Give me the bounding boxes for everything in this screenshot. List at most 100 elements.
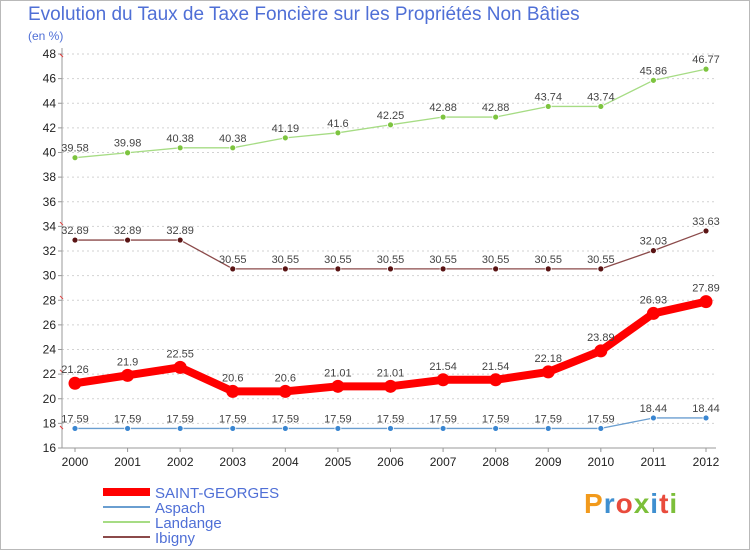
legend-label: Ibigny xyxy=(155,530,196,547)
data-label: 17.59 xyxy=(429,413,457,425)
data-point xyxy=(334,129,342,137)
data-label: 45.86 xyxy=(640,65,668,77)
data-label: 17.59 xyxy=(61,413,89,425)
data-point xyxy=(387,425,394,432)
data-label: 21.54 xyxy=(429,361,457,373)
axis-break-mark xyxy=(59,369,64,374)
data-label: 42.25 xyxy=(377,110,405,122)
x-tick-label: 2001 xyxy=(114,455,141,469)
data-point xyxy=(387,121,394,129)
y-tick-label: 38 xyxy=(43,170,57,184)
axis-break-mark xyxy=(59,221,64,226)
data-label: 32.89 xyxy=(61,225,89,237)
data-label: 30.55 xyxy=(377,254,405,266)
logo-letter: x xyxy=(633,488,651,519)
logo-letter: i xyxy=(669,488,679,519)
data-point xyxy=(544,425,552,432)
data-label: 17.59 xyxy=(482,413,510,425)
data-label: 21.54 xyxy=(482,361,510,373)
data-point xyxy=(650,414,657,422)
data-point xyxy=(594,344,608,358)
data-point xyxy=(436,373,450,387)
data-point xyxy=(439,113,447,121)
data-label: 33.63 xyxy=(692,216,720,228)
data-label: 40.38 xyxy=(166,133,194,145)
data-label: 26.93 xyxy=(640,294,668,306)
data-point xyxy=(439,425,447,432)
y-tick-label: 18 xyxy=(43,416,57,430)
x-tick-label: 2003 xyxy=(219,455,246,469)
data-label: 21.01 xyxy=(324,367,352,379)
x-tick-label: 2010 xyxy=(587,455,614,469)
y-tick-label: 30 xyxy=(43,269,57,283)
data-point xyxy=(71,236,79,244)
legend-label: Landange xyxy=(155,515,222,532)
data-label: 21.26 xyxy=(61,364,89,376)
x-tick-label: 2000 xyxy=(62,455,89,469)
axis-break-mark xyxy=(59,295,64,300)
data-point xyxy=(702,227,710,235)
data-label: 18.44 xyxy=(692,403,720,415)
data-label: 32.89 xyxy=(114,225,142,237)
data-label: 17.59 xyxy=(324,413,352,425)
data-label: 17.59 xyxy=(534,413,562,425)
chart-unit-label: (en %) xyxy=(28,29,64,43)
data-label: 21.01 xyxy=(377,367,405,379)
data-label: 17.59 xyxy=(272,413,300,425)
axis-break-mark xyxy=(59,53,64,58)
logo-letter: i xyxy=(650,488,660,519)
y-tick-label: 22 xyxy=(43,367,57,381)
data-point xyxy=(281,134,289,142)
x-tick-label: 2002 xyxy=(167,455,194,469)
data-point xyxy=(124,425,131,432)
data-point xyxy=(229,265,237,273)
data-point xyxy=(384,379,397,393)
y-tick-label: 46 xyxy=(43,72,57,86)
data-label: 30.55 xyxy=(429,254,457,266)
data-label: 17.59 xyxy=(219,413,247,425)
data-point xyxy=(173,360,187,374)
data-point xyxy=(281,265,289,273)
data-point xyxy=(597,425,605,432)
data-point xyxy=(278,384,292,398)
x-tick-label: 2012 xyxy=(693,455,720,469)
data-point xyxy=(121,368,135,382)
data-label: 18.44 xyxy=(640,403,668,415)
y-tick-label: 40 xyxy=(43,146,57,160)
data-label: 30.55 xyxy=(324,254,352,266)
y-tick-label: 24 xyxy=(43,343,57,357)
data-labels-layer: 21.26 21.9 22.55 20.6 20.6 21.01 21.01 21.54 21.… xyxy=(61,54,720,425)
y-tick-label: 36 xyxy=(43,195,57,209)
logo-letter: r xyxy=(603,488,616,519)
data-label: 22.55 xyxy=(166,348,194,360)
data-point xyxy=(334,265,342,273)
data-label: 43.74 xyxy=(534,91,562,103)
data-label: 30.55 xyxy=(482,254,510,266)
data-point xyxy=(489,373,503,387)
data-label: 17.59 xyxy=(377,413,405,425)
data-point xyxy=(124,149,131,157)
data-label: 46.77 xyxy=(692,54,720,66)
data-label: 42.88 xyxy=(429,102,457,114)
data-point xyxy=(702,414,710,422)
data-point xyxy=(702,65,710,73)
data-label: 23.89 xyxy=(587,332,615,344)
x-tick-label: 2007 xyxy=(430,455,457,469)
legend-label: Aspach xyxy=(155,500,205,517)
data-point xyxy=(124,236,131,244)
y-tick-label: 28 xyxy=(43,293,57,307)
logo-letter: P xyxy=(584,488,604,519)
data-label: 17.59 xyxy=(114,413,142,425)
data-label: 30.55 xyxy=(534,254,562,266)
data-point xyxy=(334,425,342,432)
data-point xyxy=(492,113,500,121)
data-point xyxy=(492,425,500,432)
axis-break-mark xyxy=(59,425,64,430)
y-tick-label: 42 xyxy=(43,121,57,135)
data-label: 41.6 xyxy=(327,118,348,130)
data-point xyxy=(229,425,237,432)
data-point xyxy=(331,379,345,393)
